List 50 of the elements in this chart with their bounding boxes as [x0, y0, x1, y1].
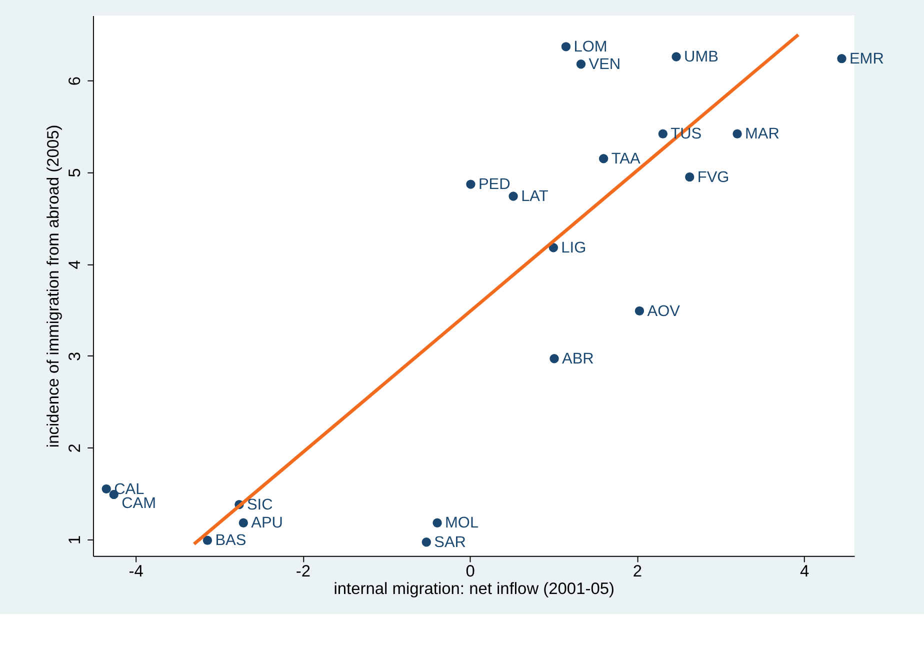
annotation: APU	[251, 514, 283, 532]
y-tick-label: 6	[66, 76, 84, 86]
y-axis-title: incidence of immigration from abroad (2005)	[44, 124, 63, 448]
annotation: CAL	[114, 480, 145, 498]
annotation: ABR	[562, 350, 594, 368]
annotation: UMB	[684, 48, 718, 66]
point	[658, 129, 668, 138]
y-tick-label: 2	[66, 444, 84, 453]
annotation: CAM	[122, 495, 156, 512]
annotation: BAS	[215, 532, 246, 550]
annotation: MAR	[745, 126, 780, 143]
x-tick-label: -4	[128, 562, 144, 581]
point	[576, 60, 586, 69]
x-tick-label: 0	[466, 562, 475, 581]
point	[672, 52, 681, 62]
point	[685, 172, 694, 182]
annotation: FVG	[697, 168, 730, 186]
point	[466, 180, 476, 189]
point	[432, 518, 442, 528]
point	[238, 518, 248, 528]
point	[202, 536, 212, 545]
annotation: AOV	[647, 302, 681, 320]
x-tick-label: 4	[800, 562, 810, 581]
y-tick-label: 3	[66, 352, 84, 361]
point	[732, 129, 742, 138]
point	[634, 306, 644, 316]
point	[548, 243, 558, 252]
x-tick-label: -2	[296, 562, 311, 581]
y-tick-label: 4	[66, 260, 84, 270]
y-tick-label: 1	[66, 535, 84, 544]
x-tick-label: 2	[632, 562, 642, 581]
annotation: TAA	[611, 150, 641, 168]
annotation: PED	[478, 176, 510, 194]
point	[561, 42, 571, 52]
y-tick-label: 5	[66, 168, 84, 178]
annotation: SIC	[246, 496, 273, 514]
annotation: LIG	[561, 239, 586, 256]
annotation: LOM	[574, 38, 608, 56]
annotation: MOL	[445, 514, 479, 532]
point	[422, 538, 431, 547]
annotation: LAT	[521, 188, 549, 206]
point	[508, 192, 518, 201]
annotation: SAR	[434, 534, 466, 551]
x-axis-title: internal migration: net inflow (2001-05)	[334, 580, 614, 598]
point	[102, 484, 111, 494]
point	[837, 54, 846, 64]
annotation: EMR	[849, 50, 884, 68]
annotation: VEN	[588, 56, 621, 73]
point	[550, 354, 559, 364]
point	[598, 154, 608, 164]
